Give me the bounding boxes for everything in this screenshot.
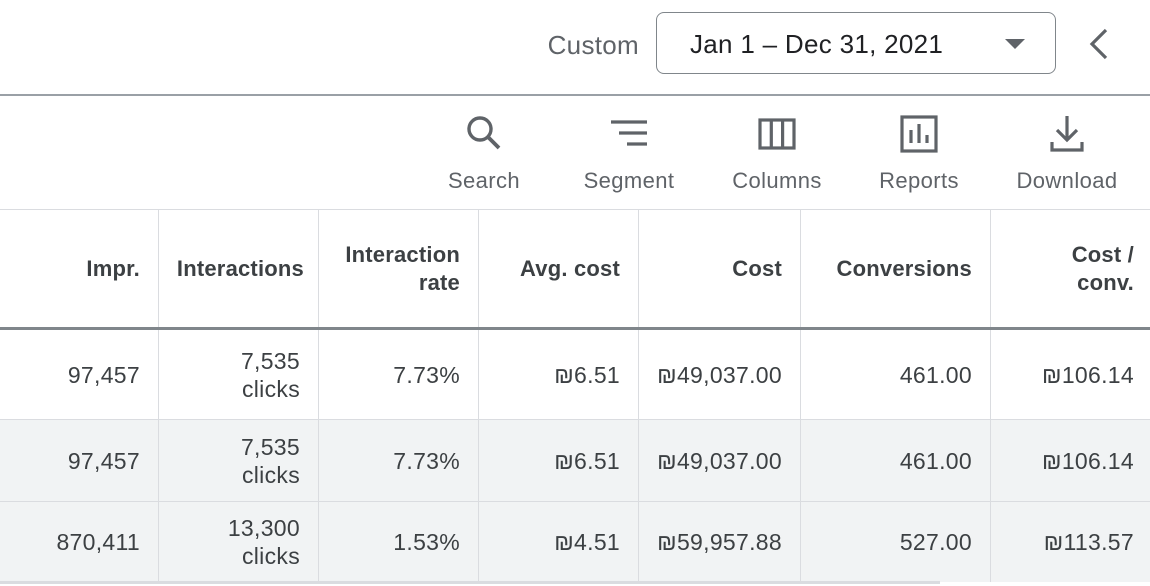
reports-label: Reports (879, 168, 959, 193)
dropdown-caret-icon (1005, 39, 1025, 49)
horizontal-scrollbar[interactable] (0, 581, 940, 584)
column-header-interactions[interactable]: Interactions (159, 210, 319, 327)
columns-button[interactable]: Columns (724, 112, 830, 202)
table-toolbar: Search Segment Columns Reports (0, 96, 1150, 209)
cell-cost-per-conv: ₪106.14 (1042, 447, 1134, 474)
search-button[interactable]: Search (438, 112, 530, 202)
download-label: Download (1016, 168, 1118, 193)
table-row: 97,457 7,535 clicks 7.73% ₪6.51 ₪49,037.0… (0, 420, 1150, 502)
segment-label: Segment (583, 168, 675, 193)
segment-button[interactable]: Segment (576, 112, 682, 202)
table-row: 870,411 13,300 clicks 1.53% ₪4.51 ₪59,957… (0, 502, 1150, 582)
cell-avg-cost: ₪6.51 (479, 420, 639, 501)
cell-interactions: 7,535 clicks (159, 420, 319, 501)
cell-interaction-rate: 7.73% (319, 330, 479, 419)
cell-impr: 97,457 (0, 420, 159, 501)
segment-icon (611, 120, 647, 146)
search-label: Search (447, 168, 521, 193)
performance-table: Impr. Interactions Interaction rate Avg. … (0, 209, 1150, 582)
cell-impr: 870,411 (0, 502, 159, 582)
date-range-value: Jan 1 – Dec 31, 2021 (690, 29, 944, 59)
cell-conversions: 527.00 (801, 502, 991, 582)
column-header-cost[interactable]: Cost (639, 210, 801, 327)
date-range-bar: Custom Jan 1 – Dec 31, 2021 (0, 0, 1150, 96)
columns-label: Columns (732, 168, 822, 193)
cell-interaction-rate: 1.53% (319, 502, 479, 582)
cell-cost-per-conv: ₪113.57 (1043, 529, 1134, 555)
column-header-cost-per-conv[interactable]: Cost / conv. (1071, 241, 1134, 295)
cell-impr: 97,457 (0, 330, 159, 419)
cell-interaction-rate: 7.73% (319, 420, 479, 501)
date-range-type-label: Custom (547, 30, 639, 60)
column-header-avg-cost[interactable]: Avg. cost (479, 210, 639, 327)
column-header-interaction-rate[interactable]: Interaction rate (319, 210, 479, 327)
cell-conversions: 461.00 (801, 330, 991, 419)
column-header-conversions[interactable]: Conversions (801, 210, 991, 327)
chevron-left-icon (1089, 28, 1108, 60)
cell-cost-per-conv: ₪106.14 (1042, 361, 1134, 388)
date-range-dropdown[interactable]: Jan 1 – Dec 31, 2021 (656, 12, 1056, 74)
download-button[interactable]: Download (1008, 112, 1126, 202)
cell-cost: ₪49,037.00 (639, 330, 801, 419)
table-row: 97,457 7,535 clicks 7.73% ₪6.51 ₪49,037.0… (0, 330, 1150, 420)
search-icon (467, 116, 501, 150)
download-icon (1050, 116, 1084, 152)
previous-period-button[interactable] (1080, 22, 1120, 66)
cell-interactions: 13,300 clicks (159, 502, 319, 582)
cell-cost: ₪59,957.88 (639, 502, 801, 582)
cell-avg-cost: ₪4.51 (479, 502, 639, 582)
cell-conversions: 461.00 (801, 420, 991, 501)
reports-button[interactable]: Reports (871, 112, 967, 202)
columns-icon (758, 118, 796, 150)
column-header-impr[interactable]: Impr. (0, 210, 159, 327)
bar-chart-icon (900, 115, 938, 153)
table-header-row: Impr. Interactions Interaction rate Avg. … (0, 210, 1150, 330)
cell-cost: ₪49,037.00 (639, 420, 801, 501)
cell-interactions: 7,535 clicks (159, 330, 319, 419)
cell-avg-cost: ₪6.51 (479, 330, 639, 419)
